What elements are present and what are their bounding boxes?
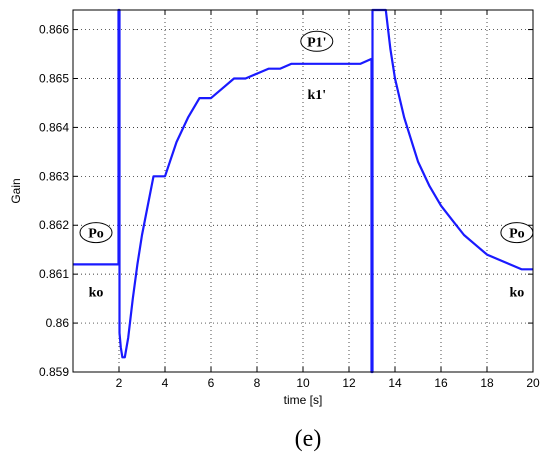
axes-frame <box>72 9 534 373</box>
annotation-po-left: Po <box>88 227 104 242</box>
y-tick-label: 0.861 <box>39 267 69 281</box>
annotation-ellipse <box>79 222 113 244</box>
annotation-ko-left: ko <box>89 285 104 300</box>
x-tick-label: 2 <box>116 376 123 390</box>
y-axis-label: Gain <box>9 178 23 203</box>
annotation-ko-right: ko <box>510 285 525 300</box>
plot-area <box>73 8 533 374</box>
x-axis-label: time [s] <box>284 393 323 407</box>
annotation-ellipse <box>300 30 334 52</box>
x-tick-label: 14 <box>388 376 402 390</box>
x-tick-label: 8 <box>254 376 261 390</box>
y-tick-label: 0.863 <box>39 169 69 183</box>
annotation-po-right: Po <box>509 227 525 242</box>
x-tick-label: 16 <box>434 376 448 390</box>
x-tick-label: 12 <box>342 376 356 390</box>
x-tick-label: 10 <box>296 376 310 390</box>
grid <box>73 10 533 372</box>
x-tick-label: 20 <box>526 376 540 390</box>
y-tick-label: 0.862 <box>39 218 69 232</box>
annotations: Po ko P1' k1' Po ko <box>79 30 534 300</box>
y-tick-label: 0.865 <box>39 71 69 85</box>
series-line <box>73 8 533 374</box>
y-tick-label: 0.864 <box>39 120 69 134</box>
x-tick-label: 4 <box>162 376 169 390</box>
y-tick-label: 0.859 <box>39 365 69 379</box>
panel-label: (e) <box>295 426 322 452</box>
x-tick-label: 6 <box>208 376 215 390</box>
x-tick-label: 18 <box>480 376 494 390</box>
y-tick-label: 0.86 <box>46 316 70 330</box>
annotation-p1-prime: P1' <box>307 35 326 50</box>
annotation-k1-prime: k1' <box>307 88 326 103</box>
y-tick-label: 0.866 <box>39 23 69 37</box>
ticks: 2 4 6 8 10 12 14 16 18 20 0.859 0.86 0.861 0.862 0.863… <box>39 10 540 390</box>
